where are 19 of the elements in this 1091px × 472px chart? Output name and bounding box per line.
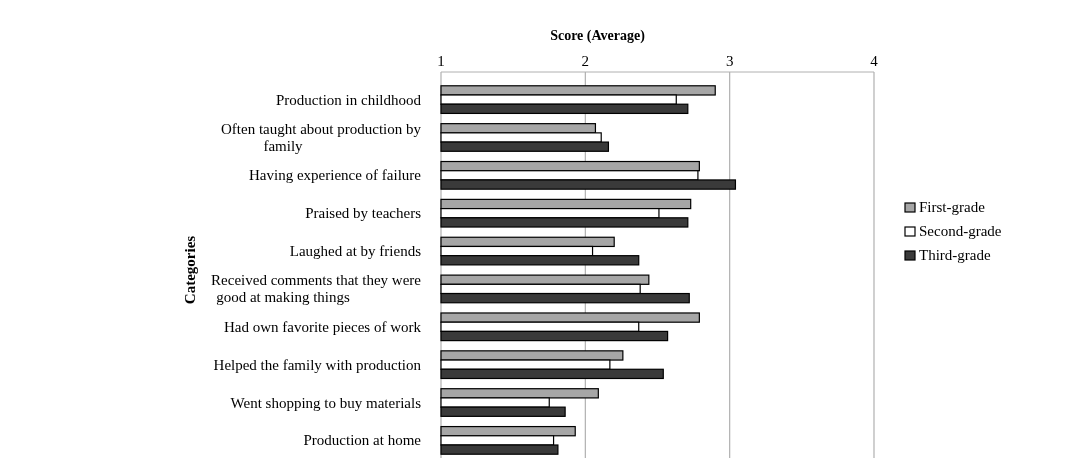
y-axis-title: Categories: [182, 235, 198, 305]
legend-label: Second-grade: [919, 223, 1002, 239]
legend-label: First-grade: [919, 199, 986, 215]
y-tick-label: Praised by teachers: [305, 205, 422, 222]
x-axis-title: Score (Average): [550, 28, 646, 44]
y-tick-label: Helped the family with production: [213, 356, 422, 373]
x-tick-label: 2: [581, 53, 590, 69]
y-tick-label: Production in childhood: [276, 91, 422, 108]
y-tick-label: Often taught about production by family: [221, 120, 422, 154]
legend-label: Third-grade: [919, 247, 991, 263]
y-tick-label: Laughed at by friends: [289, 243, 422, 260]
x-tick-label: 4: [870, 53, 879, 69]
y-tick-label: Having experience of failure: [249, 167, 422, 184]
y-tick-label: Received comments that they were good at making things: [211, 272, 422, 306]
x-tick-label: 1: [437, 53, 445, 69]
x-tick-label: 3: [725, 53, 734, 69]
y-tick-label: Went shopping to buy materials: [230, 394, 422, 411]
y-tick-label: Had own favorite pieces of work: [223, 318, 422, 335]
y-tick-label: Production at home: [303, 432, 422, 449]
